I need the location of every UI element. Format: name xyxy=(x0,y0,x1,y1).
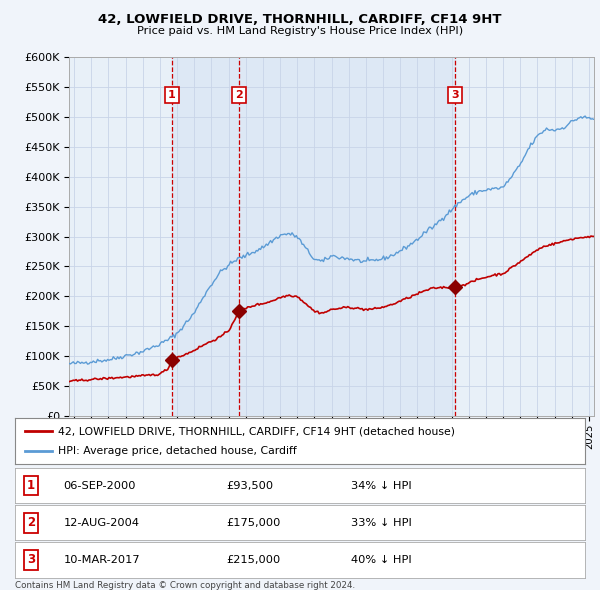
Text: Contains HM Land Registry data © Crown copyright and database right 2024.: Contains HM Land Registry data © Crown c… xyxy=(15,581,355,589)
Text: 1: 1 xyxy=(168,90,176,100)
Text: 3: 3 xyxy=(27,553,35,566)
Text: 2: 2 xyxy=(27,516,35,529)
Text: 06-SEP-2000: 06-SEP-2000 xyxy=(64,481,136,490)
Text: £175,000: £175,000 xyxy=(226,518,280,527)
Text: 1: 1 xyxy=(27,479,35,492)
Text: £215,000: £215,000 xyxy=(226,555,280,565)
Bar xyxy=(172,57,239,416)
Text: 2: 2 xyxy=(235,90,243,100)
Text: 3: 3 xyxy=(451,90,459,100)
Text: 12-AUG-2004: 12-AUG-2004 xyxy=(64,518,139,527)
Text: 33% ↓ HPI: 33% ↓ HPI xyxy=(351,518,412,527)
Text: 42, LOWFIELD DRIVE, THORNHILL, CARDIFF, CF14 9HT: 42, LOWFIELD DRIVE, THORNHILL, CARDIFF, … xyxy=(98,13,502,26)
Text: HPI: Average price, detached house, Cardiff: HPI: Average price, detached house, Card… xyxy=(58,447,296,457)
Text: 40% ↓ HPI: 40% ↓ HPI xyxy=(351,555,412,565)
Text: 10-MAR-2017: 10-MAR-2017 xyxy=(64,555,140,565)
Text: Price paid vs. HM Land Registry's House Price Index (HPI): Price paid vs. HM Land Registry's House … xyxy=(137,26,463,36)
Text: 42, LOWFIELD DRIVE, THORNHILL, CARDIFF, CF14 9HT (detached house): 42, LOWFIELD DRIVE, THORNHILL, CARDIFF, … xyxy=(58,426,455,436)
Text: £93,500: £93,500 xyxy=(226,481,273,490)
Bar xyxy=(239,57,455,416)
Text: 34% ↓ HPI: 34% ↓ HPI xyxy=(351,481,412,490)
